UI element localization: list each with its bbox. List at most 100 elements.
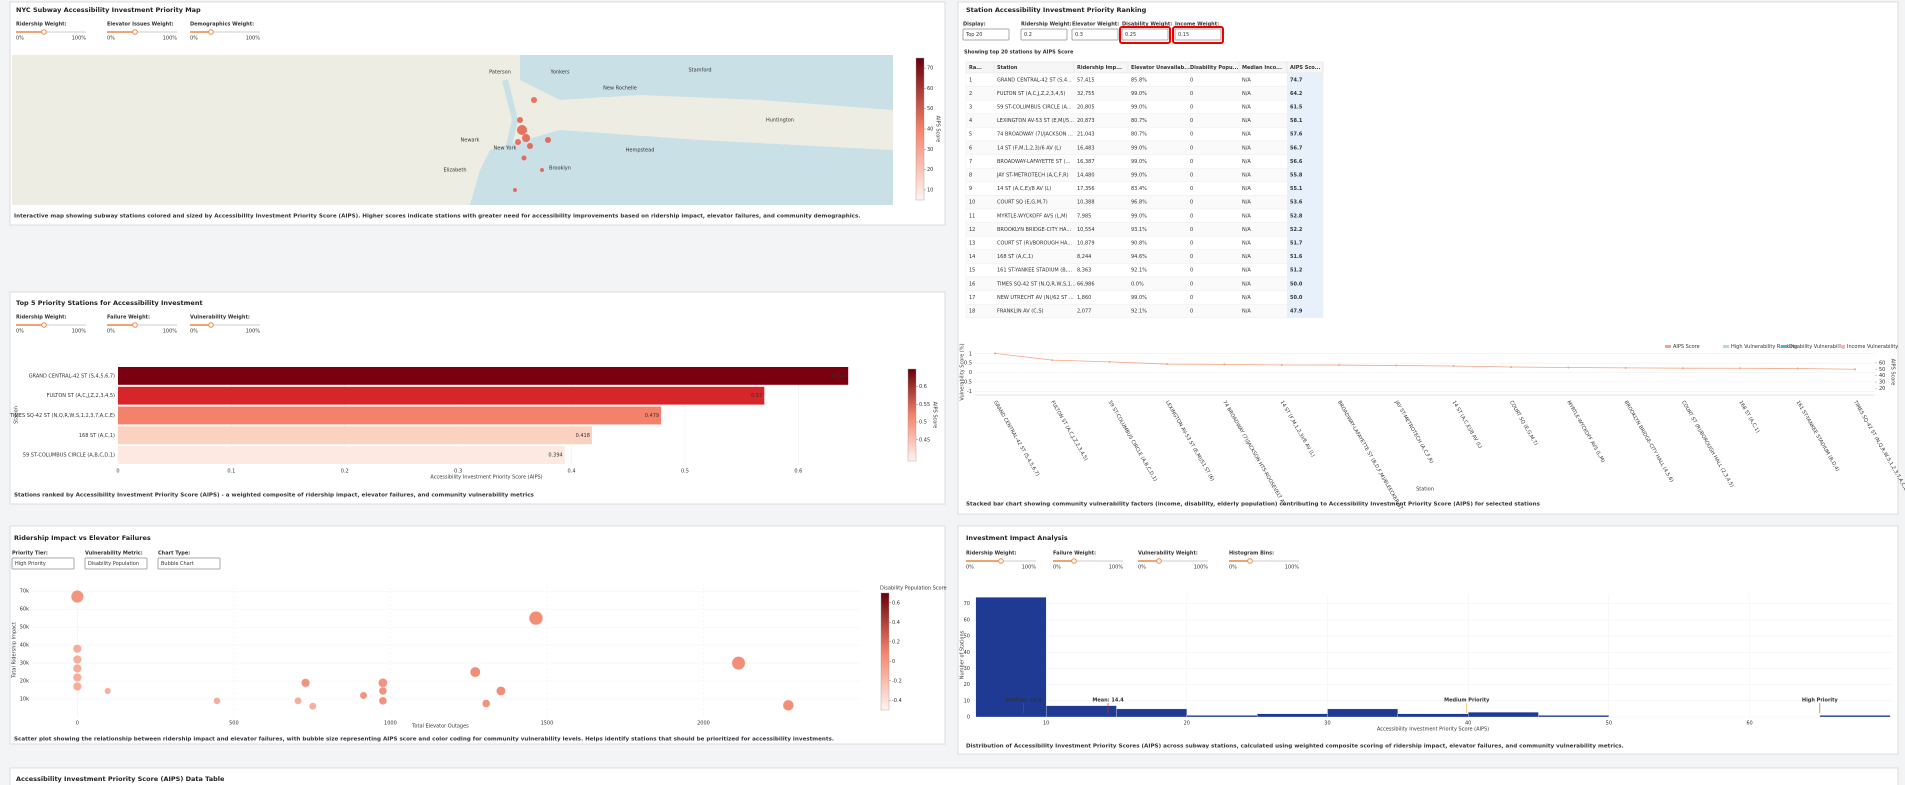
bubble[interactable] [294,696,302,705]
bubble[interactable] [359,691,368,700]
histogram-bar[interactable] [1819,715,1891,718]
station[interactable] [522,134,530,142]
slider-knob[interactable] [208,322,214,328]
station[interactable] [517,125,527,135]
histogram-bar[interactable] [1468,711,1539,718]
bubble[interactable] [308,702,317,711]
slider-knob[interactable] [1071,558,1077,564]
table-cell: 59 ST-COLUMBUS CIRCLE (A... [997,105,1072,111]
input[interactable] [84,557,148,570]
station[interactable] [545,137,551,143]
station[interactable] [531,97,537,103]
input[interactable] [11,557,75,570]
slider-knob[interactable] [132,29,138,35]
bubble[interactable] [378,686,388,696]
table-cell: 74 BROADWAY (7)/JACKSON ... [997,132,1073,138]
histogram-bar[interactable] [1116,708,1187,718]
place-label: Elizabeth [443,168,466,174]
colorbar-tick-label: 0.5 [919,420,927,426]
bubble[interactable] [104,687,112,695]
histogram-bar[interactable] [1397,713,1469,718]
table-cell: 15 [969,268,975,274]
slider-label: Failure Weight: [107,315,150,321]
slider-knob[interactable] [1247,558,1253,564]
input[interactable] [1121,28,1169,41]
bubble[interactable] [528,611,544,626]
bubble[interactable] [782,699,794,711]
input[interactable] [1174,28,1222,41]
bubble[interactable] [378,696,388,706]
slider-knob[interactable] [132,322,138,328]
bar[interactable] [118,446,565,464]
bubble[interactable] [378,678,388,688]
colorbar-title: Disability Population Score [880,586,947,592]
colorbar-tick-label: 20 [927,167,933,173]
station[interactable] [527,143,533,149]
x-tick-label: 0 [116,469,119,475]
table-cell: 0 [1190,309,1193,315]
bar[interactable] [118,406,662,425]
bubble[interactable] [72,654,82,664]
place-label: Paterson [489,70,511,76]
table-cell: 99.0% [1131,105,1147,111]
bubble[interactable] [70,590,84,604]
slider-knob[interactable] [1156,558,1162,564]
panel-title: Investment Impact Analysis [966,534,1068,542]
bubble[interactable] [72,644,82,654]
bar[interactable] [118,386,765,405]
input[interactable] [962,28,1010,41]
bar[interactable] [118,367,849,385]
bubble[interactable] [469,666,481,678]
table-cell: 0 [1190,213,1193,219]
score-cell [1287,181,1323,196]
station[interactable] [515,139,521,145]
bubble[interactable] [72,672,82,682]
bubble[interactable] [301,678,311,688]
annotation: Mean: 14.4 [1092,698,1124,704]
station[interactable] [517,117,523,123]
slider-knob[interactable] [41,29,47,35]
input[interactable] [1020,28,1068,41]
bubble[interactable] [213,697,221,705]
table-cell: 17,356 [1077,186,1095,192]
bar[interactable] [118,426,592,445]
table-cell: 16 [969,281,975,287]
station[interactable] [540,168,544,172]
slider-label: Histogram Bins: [1229,551,1274,557]
histogram-bar[interactable] [1257,713,1328,718]
histogram-bar[interactable] [1186,715,1258,718]
table-cell: 55.8 [1290,173,1303,179]
y2-tick-label: 60 [1879,360,1885,366]
table-cell: N/A [1242,227,1251,233]
table-cell: 51.2 [1290,268,1303,274]
panel-title: Accessibility Investment Priority Score … [16,775,225,783]
table-cell: 0 [1190,241,1193,247]
x-tick-label: 1000 [384,721,397,727]
histogram-bar[interactable] [975,597,1047,718]
bubble[interactable] [72,663,82,673]
table-cell: 0 [1190,268,1193,274]
x-tick-label: 1500 [541,721,554,727]
histogram-bar[interactable] [1538,715,1609,718]
bubble[interactable] [72,681,82,691]
histogram-bar[interactable] [1045,705,1117,718]
slider-knob[interactable] [41,322,47,328]
input[interactable] [157,557,221,570]
input[interactable] [1071,28,1119,41]
station[interactable] [521,155,527,161]
slider-min: 0% [16,329,24,335]
input-value: Bubble Chart [161,561,194,567]
column-header: AIPS Sco... [1290,65,1321,71]
y2-tick-label: 20 [1879,386,1885,392]
station[interactable] [513,188,517,192]
colorbar [880,592,890,711]
bubble[interactable] [482,699,491,708]
legend-label: Income Vulnerability [1847,344,1898,350]
slider-knob[interactable] [208,29,214,35]
bubble[interactable] [496,686,506,696]
bubble[interactable] [731,656,746,670]
slider-knob[interactable] [998,558,1004,564]
y-tick-label: 30 [964,666,970,672]
slider-max: 100% [1109,565,1124,571]
histogram-bar[interactable] [1327,708,1398,718]
